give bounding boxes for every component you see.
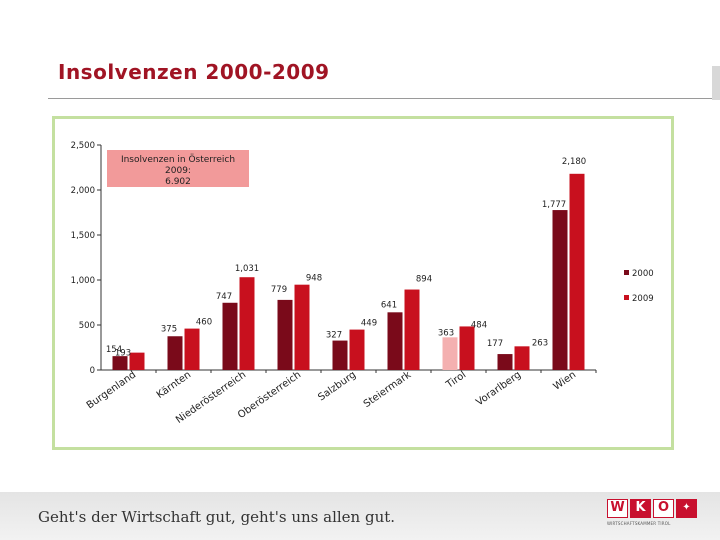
logo-subtitle: WIRTSCHAFTSKAMMER TIROL: [607, 521, 671, 526]
bar-2000-tirol: [442, 337, 458, 370]
bar-2000-niederösterreich: [222, 302, 238, 370]
value-label-2009: 2,180: [562, 157, 586, 167]
bar-2009-oberösterreich: [294, 284, 310, 370]
footer-slogan: Geht's der Wirtschaft gut, geht's uns al…: [38, 508, 396, 526]
value-label-2000: 779: [271, 285, 287, 295]
annotation-line: 2009:: [165, 166, 191, 176]
category-label: Salzburg: [316, 369, 358, 403]
chart-bars: [112, 173, 585, 370]
title-divider: [48, 98, 720, 99]
bar-2000-wien: [552, 210, 568, 370]
bar-2000-oberösterreich: [277, 299, 293, 370]
bar-2000-kärnten: [167, 336, 183, 370]
value-label-2000: 154: [106, 345, 122, 355]
wko-logo[interactable]: W K O ✦ WIRTSCHAFTSKAMMER TIROL: [607, 499, 699, 529]
category-label: Steiermark: [362, 369, 414, 410]
bar-2000-vorarlberg: [497, 354, 513, 370]
title-divider-end: [712, 66, 720, 100]
legend-swatch-2000: [624, 270, 629, 275]
tirol-eagle-icon: ✦: [676, 499, 697, 518]
chart-legend: 2000 2009: [624, 269, 654, 304]
y-tick-label: 1,000: [71, 276, 95, 286]
value-label-2009: 948: [306, 274, 322, 284]
annotation-line: 6.902: [165, 177, 191, 187]
bar-2009-tirol: [459, 326, 475, 370]
value-label-2009: 193: [115, 349, 131, 359]
bar-2009-burgenland: [129, 352, 145, 370]
value-label-2000: 641: [381, 300, 397, 310]
bar-2009-niederösterreich: [239, 277, 255, 370]
legend-swatch-2009: [624, 295, 629, 300]
legend-label-2000: 2000: [632, 269, 654, 279]
footer-bar: [0, 492, 720, 540]
category-label: Tirol: [444, 369, 469, 391]
logo-letter-w: W: [607, 499, 628, 518]
bar-2000-steiermark: [387, 312, 403, 370]
bar-2009-salzburg: [349, 329, 365, 370]
y-tick-label: 0: [90, 366, 95, 376]
value-label-2009: 263: [532, 338, 548, 348]
value-label-2009: 449: [361, 319, 377, 329]
value-label-2009: 1,031: [235, 264, 259, 274]
value-label-2009: 484: [471, 320, 487, 330]
value-label-2009: 460: [196, 318, 212, 328]
chart-axes: 0 500 1,000 1,500 2,000 2,500: [71, 141, 596, 376]
value-label-2000: 327: [326, 331, 342, 341]
chart-category-labels: Burgenland KärntenNiederösterreichOberöst…: [85, 369, 597, 426]
y-tick-label: 1,500: [71, 231, 95, 241]
page-title: Insolvenzen 2000-2009: [58, 60, 330, 84]
value-label-2000: 1,777: [542, 200, 566, 210]
value-label-2009: 894: [416, 275, 432, 285]
category-label: Kärnten: [155, 369, 193, 400]
annotation-line: Insolvenzen in Österreich: [121, 154, 235, 165]
y-tick-label: 500: [79, 321, 95, 331]
bar-2009-kärnten: [184, 328, 200, 370]
bar-2000-salzburg: [332, 340, 348, 370]
value-label-2000: 177: [487, 339, 503, 349]
y-tick-label: 2,500: [71, 141, 95, 151]
category-label: Vorarlberg: [474, 369, 523, 408]
value-label-2000: 375: [161, 324, 177, 334]
logo-letter-k: K: [630, 499, 651, 518]
y-tick-label: 2,000: [71, 186, 95, 196]
value-label-2000: 747: [216, 292, 232, 302]
annotation-box: [107, 150, 249, 187]
legend-label-2009: 2009: [632, 294, 654, 304]
logo-letter-o: O: [653, 499, 674, 518]
value-label-2000: 363: [438, 328, 454, 338]
bar-2000-burgenland: [112, 356, 128, 370]
bar-2009-vorarlberg: [514, 346, 530, 370]
category-label: Wien: [551, 369, 578, 392]
bar-2009-wien: [569, 173, 585, 370]
bar-2009-steiermark: [404, 289, 420, 370]
